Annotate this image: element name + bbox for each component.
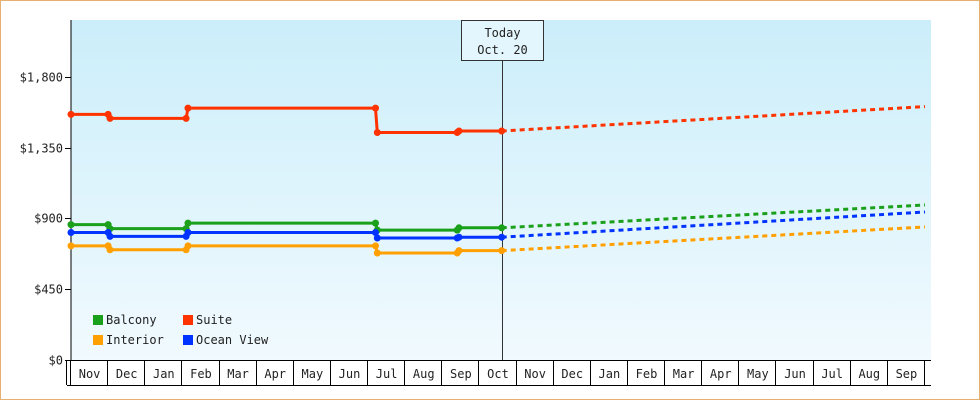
y-tick-label: $900 — [34, 212, 63, 226]
data-point[interactable] — [498, 247, 506, 255]
today-date-label: Oct. 20 — [477, 43, 528, 57]
x-tick-label: Apr — [264, 367, 286, 381]
legend-swatch-balcony — [93, 315, 103, 325]
x-tick-label: May — [747, 367, 769, 381]
y-tick-label: $1,350 — [20, 142, 63, 156]
data-point[interactable] — [372, 219, 379, 227]
data-point[interactable] — [372, 104, 379, 112]
data-point[interactable] — [67, 110, 75, 118]
data-point[interactable] — [184, 242, 192, 250]
y-tick-label: $450 — [34, 283, 63, 297]
x-tick-label: Feb — [636, 367, 658, 381]
x-tick-label: Jul — [821, 367, 843, 381]
today-label: Today — [484, 26, 520, 40]
today-marker: Today Oct. 20 — [461, 20, 544, 360]
series-balcony — [67, 203, 926, 234]
data-point[interactable] — [106, 232, 114, 240]
series-layer — [67, 104, 926, 257]
x-tick-label: Aug — [413, 367, 435, 381]
x-tick-label: Nov — [79, 367, 101, 381]
data-point[interactable] — [498, 127, 506, 135]
plot-background — [71, 20, 931, 360]
data-point[interactable] — [498, 233, 506, 241]
data-point[interactable] — [67, 221, 75, 229]
x-axis: Nov Dec Jan Feb Mar Apr May Jun Jul Aug Sep Oct Nov D… — [66, 360, 931, 386]
legend: Balcony Suite Interior Ocean View — [93, 313, 269, 347]
data-point[interactable] — [106, 114, 114, 122]
series-forecast-interior — [501, 225, 926, 253]
legend-label-ocean-view: Ocean View — [196, 333, 269, 347]
data-point[interactable] — [455, 224, 463, 232]
x-tick-label: Oct — [487, 367, 509, 381]
data-point[interactable] — [455, 127, 463, 135]
series-ocean-view — [67, 210, 926, 242]
data-point[interactable] — [67, 242, 75, 250]
data-point[interactable] — [373, 129, 381, 136]
x-tick-label: May — [302, 367, 324, 381]
legend-swatch-suite — [183, 315, 193, 325]
today-box — [461, 20, 544, 61]
data-point[interactable] — [373, 249, 381, 257]
legend-label-suite: Suite — [196, 313, 232, 327]
data-point[interactable] — [184, 219, 192, 227]
data-point[interactable] — [372, 229, 379, 236]
series-suite — [67, 104, 926, 136]
x-tick-label: Apr — [710, 367, 732, 381]
legend-label-balcony: Balcony — [106, 313, 157, 327]
x-tick-label: Jan — [153, 367, 175, 381]
y-tick-label: $1,800 — [20, 71, 63, 85]
data-point[interactable] — [184, 104, 192, 112]
x-tick-label: Jan — [599, 367, 621, 381]
x-tick-label: Feb — [190, 367, 212, 381]
x-tick-label: Jun — [339, 367, 361, 381]
y-tick-label: $0 — [49, 354, 63, 368]
x-tick-label: Mar — [227, 367, 249, 381]
data-point[interactable] — [184, 229, 192, 236]
x-tick-label: Jun — [784, 367, 806, 381]
data-point[interactable] — [455, 233, 463, 241]
data-point[interactable] — [106, 246, 114, 254]
x-tick-label: Mar — [673, 367, 695, 381]
x-tick-label: Sep — [450, 367, 472, 381]
legend-swatch-ocean-view — [183, 335, 193, 345]
data-point[interactable] — [373, 234, 381, 242]
x-tick-label: Dec — [116, 367, 138, 381]
data-point[interactable] — [67, 229, 75, 236]
x-tick-label: Sep — [896, 367, 918, 381]
series-forecast-suite — [501, 105, 926, 133]
data-point[interactable] — [498, 224, 506, 232]
legend-swatch-interior — [93, 335, 103, 345]
series-interior — [67, 225, 926, 257]
data-point[interactable] — [455, 247, 463, 255]
data-point[interactable] — [182, 114, 190, 122]
x-tick-label: Aug — [858, 367, 880, 381]
legend-label-interior: Interior — [106, 333, 164, 347]
y-axis: $0 $450 $900 $1,350 $1,800 — [20, 20, 72, 368]
series-forecast-balcony — [501, 203, 926, 230]
data-point[interactable] — [372, 242, 379, 250]
x-tick-label: Nov — [524, 367, 546, 381]
x-tick-label: Jul — [376, 367, 398, 381]
x-tick-label: Dec — [561, 367, 583, 381]
series-forecast-ocean-view — [501, 210, 926, 239]
